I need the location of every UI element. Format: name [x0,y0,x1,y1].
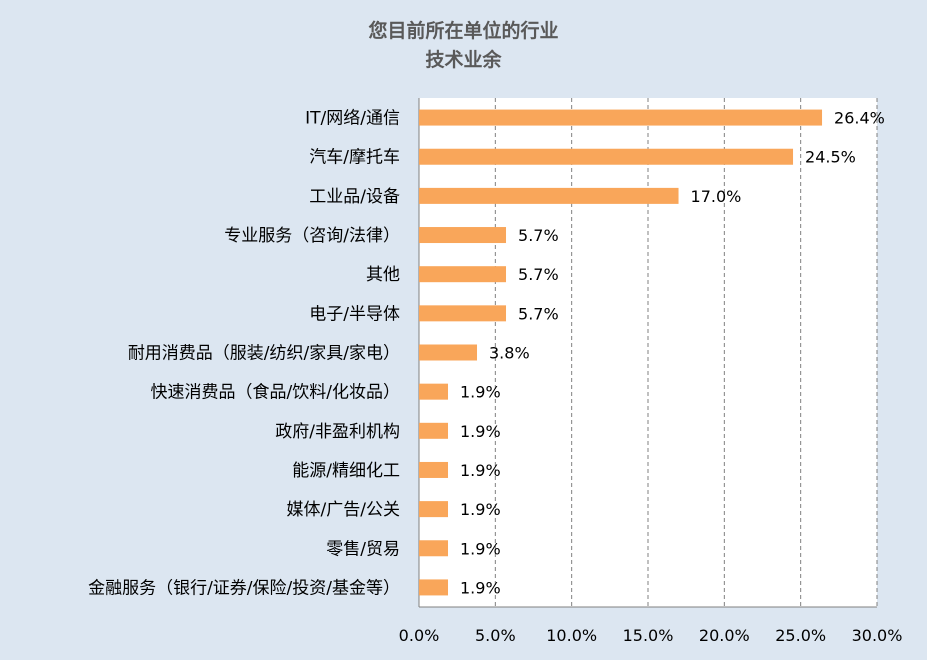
bar [419,579,449,596]
data-label: 5.7% [518,265,559,284]
bar [419,266,507,283]
bar [419,383,449,400]
chart-title: 您目前所在单位的行业 [368,20,559,42]
category-label: 电子/半导体 [309,304,400,324]
bar [419,501,449,518]
category-label: IT/网络/通信 [305,109,400,129]
bar [419,540,449,557]
data-label: 5.7% [518,226,559,245]
bar [419,461,449,478]
data-label: 17.0% [691,187,742,206]
x-tick-label: 15.0% [623,626,674,645]
data-label: 5.7% [518,304,559,323]
chart-subtitle: 技术业余 [425,49,502,71]
x-tick-label: 25.0% [775,626,826,645]
category-label: 汽车/摩托车 [309,148,400,168]
category-label: 工业品/设备 [309,187,400,207]
bar [419,305,507,322]
category-label: 其他 [366,265,400,285]
bar [419,344,478,361]
category-label: 零售/贸易 [326,539,400,559]
bar [419,109,823,126]
bar [419,227,507,244]
data-label: 1.9% [460,422,501,441]
data-label: 24.5% [805,148,856,167]
category-label: 金融服务（银行/证券/保险/投资/基金等） [88,578,400,598]
data-label: 3.8% [489,344,530,363]
category-label: 快速消费品（食品/饮料/化妆品） [151,383,400,403]
x-tick-label: 5.0% [475,626,516,645]
x-tick-label: 20.0% [699,626,750,645]
data-label: 26.4% [834,109,885,128]
data-label: 1.9% [460,539,501,558]
x-tick-label: 0.0% [399,626,440,645]
bar [419,187,679,204]
bar [419,422,449,439]
category-label: 能源/精细化工 [292,461,400,481]
x-tick-label: 30.0% [852,626,903,645]
data-label: 1.9% [460,383,501,402]
data-label: 1.9% [460,461,501,480]
category-label: 耐用消费品（服装/纺织/家具/家电） [128,344,400,364]
category-label: 专业服务（咨询/法律） [224,226,400,246]
data-label: 1.9% [460,578,501,597]
bar [419,148,794,165]
category-label: 媒体/广告/公关 [287,500,400,520]
x-tick-label: 10.0% [546,626,597,645]
category-label: 政府/非盈利机构 [275,422,400,442]
data-label: 1.9% [460,500,501,519]
